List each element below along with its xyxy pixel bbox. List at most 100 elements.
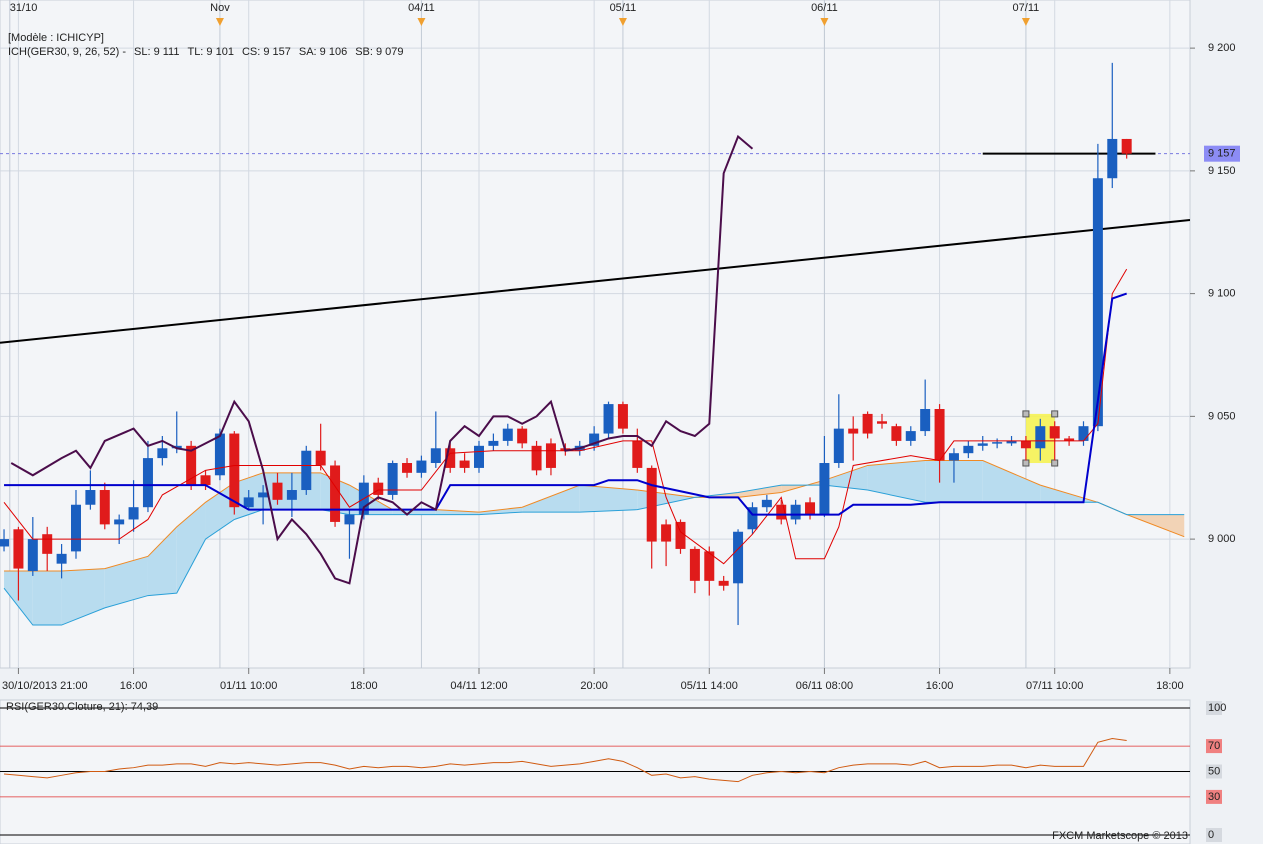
y-tick-label: 9 100 bbox=[1208, 288, 1236, 300]
cloud-segment bbox=[435, 509, 479, 515]
candle-body bbox=[531, 445, 542, 471]
candle-body bbox=[416, 460, 427, 473]
candle-body bbox=[905, 431, 916, 441]
rsi-tick-box bbox=[1206, 828, 1222, 842]
highlight-handle bbox=[1022, 410, 1030, 418]
y-tick-label: 9 150 bbox=[1208, 165, 1236, 177]
candle-body bbox=[114, 519, 125, 525]
candle-body bbox=[459, 460, 470, 468]
candle-body bbox=[545, 443, 556, 468]
candle-body bbox=[646, 467, 657, 542]
x-tick-label: 30/10/2013 21:00 bbox=[2, 680, 88, 692]
date-marker bbox=[215, 18, 224, 26]
date-marker-label: 05/11 bbox=[610, 2, 637, 14]
candle-body bbox=[833, 428, 844, 464]
candle-body bbox=[977, 443, 988, 446]
y-tick-label: 9 000 bbox=[1208, 533, 1236, 545]
legend-entry: SB: 9 079 bbox=[355, 46, 403, 58]
y-tick-label: 9 050 bbox=[1208, 410, 1236, 422]
candle-body bbox=[286, 490, 297, 500]
x-tick-label: 05/11 14:00 bbox=[681, 680, 738, 692]
indicator-line bbox=[3, 268, 1128, 565]
candle-body bbox=[992, 442, 1003, 444]
candle-body bbox=[229, 433, 240, 508]
indicator-line bbox=[10, 134, 754, 585]
date-marker bbox=[417, 18, 426, 26]
cloud-segment bbox=[61, 568, 105, 626]
footer: FXCM Marketscope © 2013 bbox=[1052, 830, 1188, 842]
candle-body bbox=[948, 453, 959, 461]
candle-body bbox=[747, 507, 758, 530]
date-marker-label: 04/11 bbox=[408, 2, 435, 14]
cloud-segment bbox=[579, 485, 638, 513]
candle-body bbox=[430, 448, 441, 464]
legend-entry: SL: 9 111 bbox=[134, 46, 179, 58]
candle-body bbox=[805, 502, 816, 515]
x-tick-label: 18:00 bbox=[350, 680, 378, 692]
candle-body bbox=[502, 428, 513, 441]
candle-body bbox=[272, 482, 283, 500]
candle-body bbox=[790, 504, 801, 520]
candle-body bbox=[1020, 440, 1031, 449]
plot-area bbox=[0, 0, 1191, 669]
candle-body bbox=[675, 521, 686, 549]
x-tick-label: 07/11 10:00 bbox=[1026, 680, 1083, 692]
cloud-segment bbox=[824, 465, 868, 491]
date-marker bbox=[618, 18, 627, 26]
candle-body bbox=[517, 428, 528, 444]
candle-body bbox=[445, 448, 456, 468]
rsi-tick-label: 50 bbox=[1208, 765, 1220, 777]
legend-entry: SA: 9 106 bbox=[299, 46, 347, 58]
candle-body bbox=[142, 458, 153, 508]
highlight-handle bbox=[1022, 459, 1030, 467]
candle-body bbox=[1092, 178, 1103, 427]
candle-body bbox=[963, 445, 974, 454]
x-tick-label: 18:00 bbox=[1156, 680, 1184, 692]
candle-body bbox=[632, 440, 643, 468]
date-marker-label: 07/11 bbox=[1013, 2, 1040, 14]
candle-body bbox=[13, 529, 24, 569]
candle-body bbox=[891, 426, 902, 441]
candle-body bbox=[776, 504, 787, 520]
date-marker bbox=[820, 18, 829, 26]
candle-body bbox=[661, 524, 672, 542]
candle-body bbox=[315, 450, 326, 466]
legend-entry: CS: 9 157 bbox=[242, 46, 291, 58]
y-tick-label: 9 200 bbox=[1208, 42, 1236, 54]
cloud-segment bbox=[478, 507, 523, 515]
cloud-segment bbox=[867, 460, 926, 503]
candle-body bbox=[42, 534, 53, 554]
highlight-handle bbox=[1051, 459, 1059, 467]
candle-body bbox=[761, 499, 772, 508]
candle-body bbox=[589, 433, 600, 446]
candle-body bbox=[1006, 440, 1017, 444]
x-tick-label: 04/11 12:00 bbox=[450, 680, 507, 692]
rsi-tick-label: 30 bbox=[1208, 791, 1220, 803]
rsi-tick-box bbox=[1206, 764, 1222, 779]
candle-body bbox=[373, 482, 384, 495]
candle-body bbox=[488, 440, 499, 446]
rsi-tick-box bbox=[1206, 739, 1222, 754]
last-price-label: 9 157 bbox=[1208, 148, 1236, 160]
legend-entry: ICH(GER30, 9, 26, 52) - bbox=[8, 46, 126, 58]
candle-body bbox=[617, 404, 628, 429]
candle-body bbox=[0, 539, 10, 547]
plot bbox=[0, 0, 1190, 668]
cloud-segment bbox=[104, 556, 148, 608]
layers: 9 200 9 150 9 100 9 050 9 000 30/10/2013 21:0… bbox=[0, 0, 1240, 842]
candle-body bbox=[876, 421, 887, 424]
candle-body bbox=[1035, 426, 1046, 449]
date-marker-label: 31/10 bbox=[10, 2, 38, 14]
x-tick-label: 16:00 bbox=[120, 680, 148, 692]
date-marker bbox=[1021, 18, 1030, 26]
candle-body bbox=[603, 404, 614, 434]
candle-body bbox=[1078, 426, 1089, 441]
cloud-segment bbox=[147, 526, 177, 596]
candle-body bbox=[1064, 438, 1075, 441]
x-tick-label: 20:00 bbox=[580, 680, 608, 692]
date-marker-label: Nov bbox=[210, 2, 230, 14]
candle-body bbox=[1049, 426, 1060, 439]
candle-body bbox=[1121, 138, 1132, 154]
candle-body bbox=[99, 490, 110, 525]
